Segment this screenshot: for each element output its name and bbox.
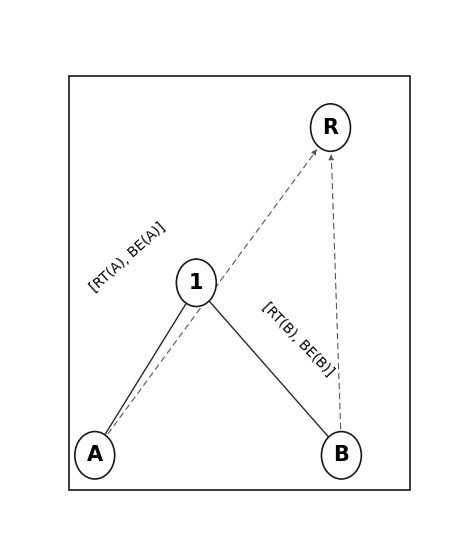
Text: R: R bbox=[322, 118, 338, 138]
Text: 1: 1 bbox=[189, 273, 204, 293]
Circle shape bbox=[322, 432, 361, 479]
Text: B: B bbox=[334, 445, 349, 465]
Text: [RT(B), BE(B)]: [RT(B), BE(B)] bbox=[259, 300, 336, 379]
Circle shape bbox=[75, 432, 115, 479]
Circle shape bbox=[311, 104, 351, 151]
Circle shape bbox=[176, 259, 216, 306]
Text: [RT(A), BE(A)]: [RT(A), BE(A)] bbox=[87, 220, 168, 294]
Text: A: A bbox=[87, 445, 103, 465]
